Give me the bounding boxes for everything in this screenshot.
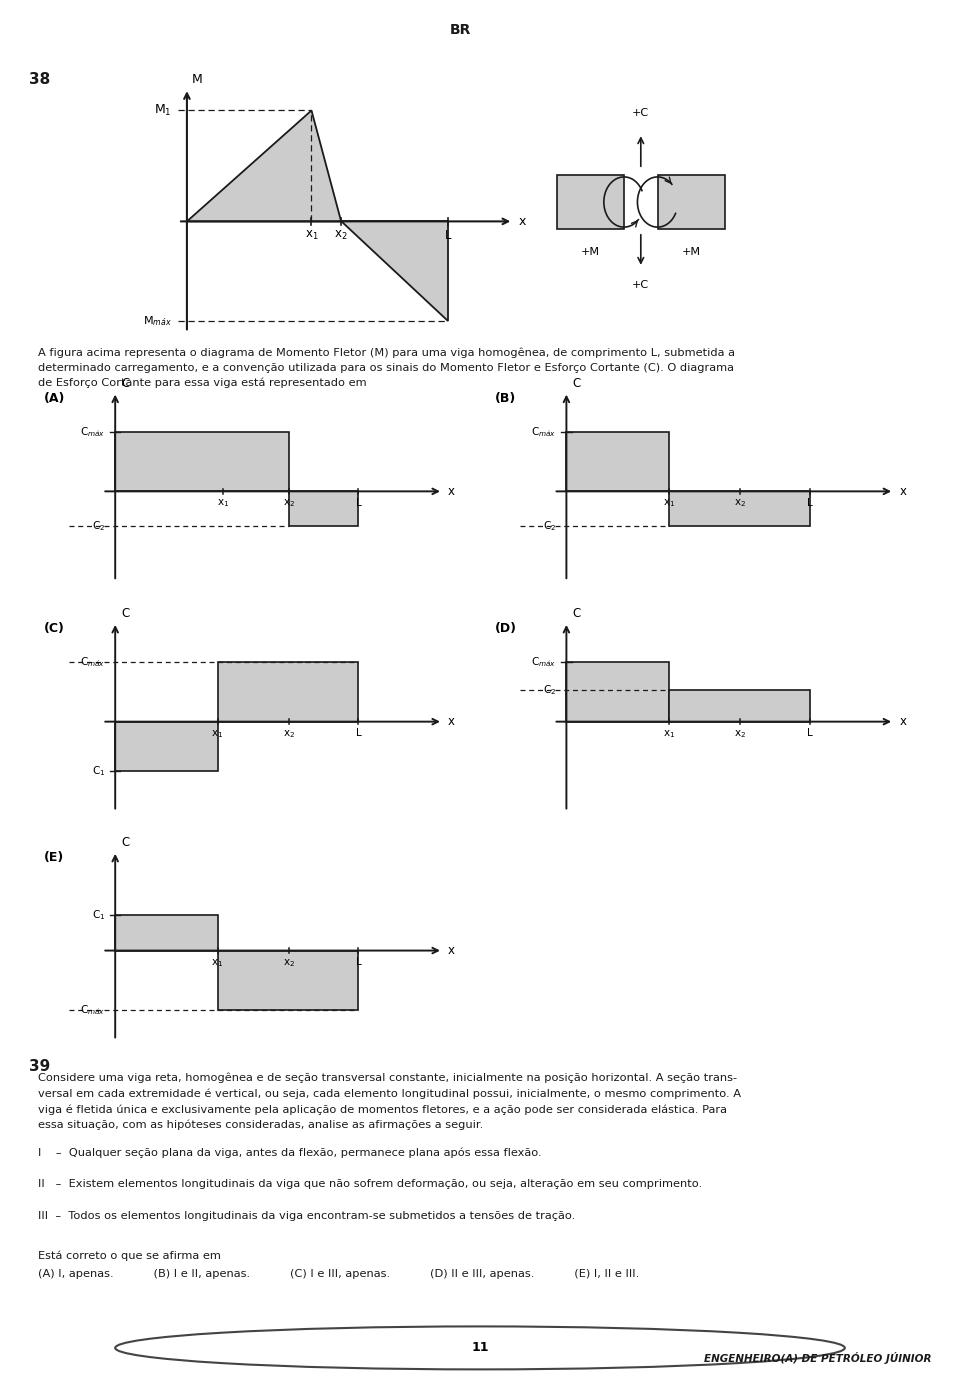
Text: x$_2$: x$_2$ [334,229,348,243]
Text: C$_{máx}$: C$_{máx}$ [80,655,105,669]
Text: (B): (B) [494,392,516,404]
Text: x$_1$: x$_1$ [211,728,224,739]
Text: 38: 38 [29,72,50,87]
Text: x$_2$: x$_2$ [734,728,747,739]
Text: C$_{máx}$: C$_{máx}$ [531,425,556,439]
Text: x$_1$: x$_1$ [211,957,224,968]
Text: C: C [573,607,581,621]
Circle shape [115,1327,845,1369]
Text: +C: +C [633,109,649,119]
Polygon shape [187,110,341,222]
Text: (A) I, apenas.           (B) I e II, apenas.           (C) I e III, apenas.     : (A) I, apenas. (B) I e II, apenas. (C) I… [38,1269,639,1278]
Text: 11: 11 [471,1342,489,1354]
Text: M: M [191,73,203,85]
Text: A figura acima representa o diagrama de Momento Fletor (M) para uma viga homogên: A figura acima representa o diagrama de … [38,348,735,389]
Bar [218,950,358,1011]
Text: 39: 39 [29,1059,50,1074]
Text: x$_1$: x$_1$ [662,498,675,509]
Bar [289,491,358,527]
Text: III  –  Todos os elementos longitudinais da viga encontram-se submetidos a tensõ: III – Todos os elementos longitudinais d… [38,1211,576,1220]
Bar [430,0,490,59]
Text: (A): (A) [43,392,65,404]
Text: L: L [806,498,812,507]
Text: x$_2$: x$_2$ [283,957,296,968]
Text: x: x [900,485,906,498]
Bar [566,432,669,491]
Text: C$_2$: C$_2$ [543,683,556,696]
Text: x: x [448,716,455,728]
Text: (E): (E) [43,851,63,863]
Text: C$_1$: C$_1$ [91,909,105,923]
Text: x$_2$: x$_2$ [283,728,296,739]
Text: II   –  Existem elementos longitudinais da viga que não sofrem deformação, ou se: II – Existem elementos longitudinais da … [38,1179,703,1189]
Text: M$_1$: M$_1$ [155,103,172,119]
Text: C: C [122,836,130,849]
Text: x$_2$: x$_2$ [734,498,747,509]
Text: x: x [519,215,526,228]
Text: +M: +M [581,247,600,256]
Text: +M: +M [682,247,701,256]
Text: C$_1$: C$_1$ [91,764,105,778]
Text: x$_1$: x$_1$ [217,498,228,509]
Text: L: L [355,957,361,967]
Bar [658,175,725,229]
Bar [669,491,809,527]
Text: M$_{máx}$: M$_{máx}$ [143,314,172,328]
Bar [115,432,289,491]
Text: +C: +C [633,280,649,290]
Text: Está correto o que se afirma em: Está correto o que se afirma em [38,1251,221,1262]
Text: L: L [355,728,361,738]
Text: C$_{máx}$: C$_{máx}$ [80,425,105,439]
Polygon shape [341,222,448,321]
Text: C$_{máx}$: C$_{máx}$ [80,1004,105,1018]
Text: C: C [122,376,130,390]
Text: (C): (C) [43,622,64,634]
Text: x$_2$: x$_2$ [283,498,296,509]
Bar [218,662,358,721]
Bar [669,690,809,721]
Text: C$_2$: C$_2$ [92,520,105,534]
Text: C: C [122,607,130,621]
Text: C$_{máx}$: C$_{máx}$ [531,655,556,669]
Bar [557,175,624,229]
Text: BR: BR [449,22,470,37]
Text: L: L [444,229,451,243]
Text: C$_2$: C$_2$ [543,520,556,534]
Text: x: x [448,485,455,498]
Bar [115,916,218,950]
Text: I    –  Qualquer seção plana da viga, antes da flexão, permanece plana após essa: I – Qualquer seção plana da viga, antes … [38,1147,542,1158]
Bar [115,721,218,771]
Text: L: L [355,498,361,507]
Text: L: L [806,728,812,738]
Text: x$_1$: x$_1$ [304,229,319,243]
Text: x: x [900,716,906,728]
Text: PETROBRAS: PETROBRAS [500,21,623,39]
Text: x: x [448,945,455,957]
Text: Considere uma viga reta, homogênea e de seção transversal constante, inicialment: Considere uma viga reta, homogênea e de … [38,1073,741,1131]
Text: x$_1$: x$_1$ [662,728,675,739]
Text: (D): (D) [494,622,516,634]
Bar [566,662,669,721]
Text: C: C [573,376,581,390]
Text: ENGENHEIRO(A) DE PETRÓLEO JÚINIOR: ENGENHEIRO(A) DE PETRÓLEO JÚINIOR [704,1351,931,1364]
